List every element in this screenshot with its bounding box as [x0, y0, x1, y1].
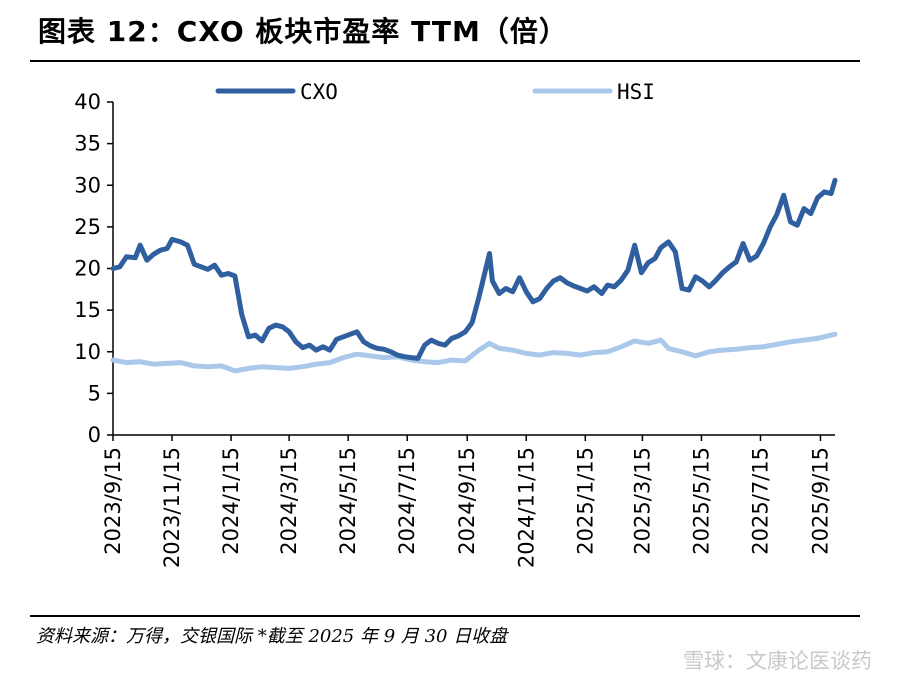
y-tick-label: 0 — [88, 423, 101, 447]
x-tick-label: 2025/3/15 — [630, 447, 654, 555]
x-tick-label: 2023/11/15 — [160, 447, 184, 568]
x-tick-label: 2025/5/15 — [689, 447, 713, 555]
legend-label-hsi: HSI — [617, 80, 655, 104]
x-tick-label: 2025/9/15 — [808, 447, 832, 555]
x-tick-label: 2024/11/15 — [514, 447, 538, 568]
y-tick-label: 35 — [74, 132, 101, 156]
y-tick-label: 5 — [88, 381, 101, 405]
x-tick-label: 2024/3/15 — [277, 447, 301, 555]
y-tick-label: 15 — [74, 298, 101, 322]
watermark-text: 雪球：文康论医谈药 — [683, 649, 872, 673]
legend: CXO HSI — [215, 80, 655, 104]
footer-rule — [30, 615, 860, 617]
series-line-cxo — [110, 177, 838, 361]
x-tick-label: 2025/7/15 — [748, 447, 772, 555]
series-line-hsi — [110, 331, 838, 374]
y-tick-label: 10 — [74, 340, 101, 364]
x-tick-label: 2023/9/15 — [101, 447, 125, 555]
x-axis: 2023/9/15 2023/11/15 2024/1/15 2024/3/15 202… — [101, 434, 835, 568]
legend-label-cxo: CXO — [300, 80, 338, 104]
source-note: 资料来源：万得，交银国际 *截至 2025 年 9 月 30 日收盘 — [36, 626, 508, 647]
x-tick-label: 2024/1/15 — [219, 447, 243, 555]
y-tick-label: 30 — [74, 173, 101, 197]
y-axis: 0 5 10 15 20 25 30 35 40 — [74, 90, 114, 447]
y-tick-label: 20 — [74, 257, 101, 281]
x-tick-label: 2025/1/15 — [573, 447, 597, 555]
y-tick-label: 40 — [74, 90, 101, 114]
title-rule — [30, 60, 860, 62]
y-tick-label: 25 — [74, 215, 101, 239]
x-tick-label: 2024/9/15 — [455, 447, 479, 555]
x-tick-label: 2024/5/15 — [336, 447, 360, 555]
chart-title: 图表 12：CXO 板块市盈率 TTM（倍） — [38, 15, 568, 48]
x-tick-label: 2024/7/15 — [395, 447, 419, 555]
series-layer — [110, 177, 838, 374]
pe-line-chart: CXO HSI 0 5 10 15 20 25 30 35 40 2023/9/15 2023/11… — [74, 80, 838, 568]
